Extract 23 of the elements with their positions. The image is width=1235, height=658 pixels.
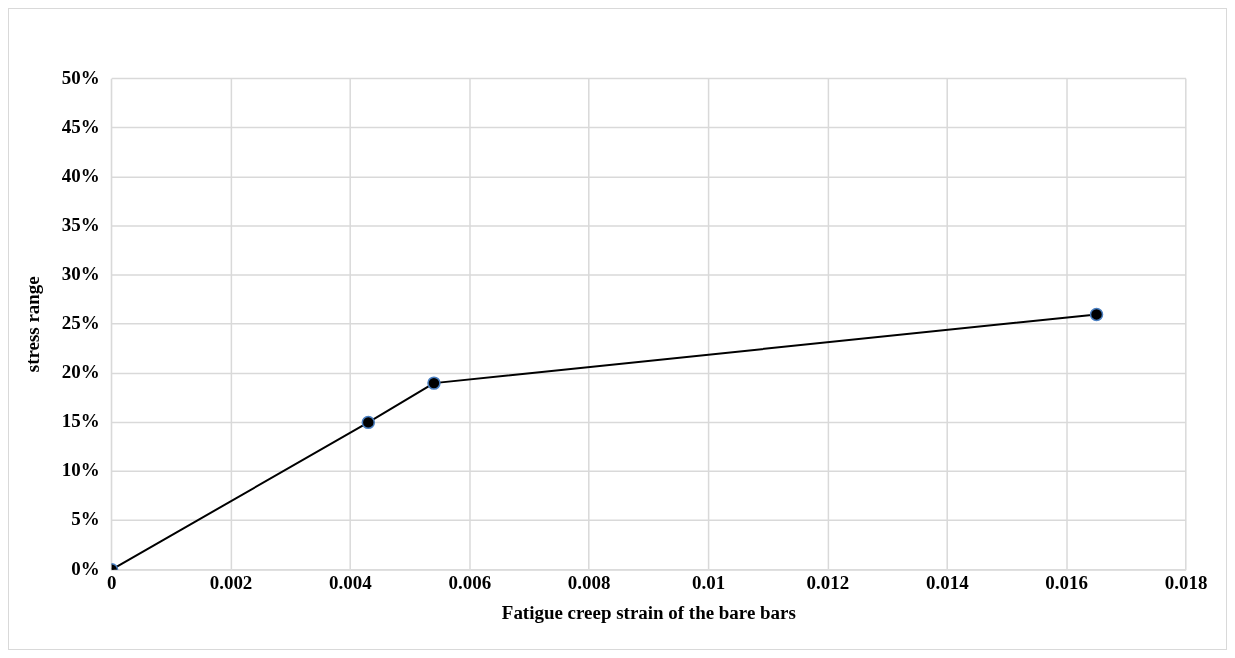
y-tick-label: 30% (61, 263, 100, 285)
y-axis-title: stress range (22, 276, 44, 373)
x-tick-label: 0.01 (691, 571, 726, 593)
x-tick-label: 0.006 (448, 571, 492, 593)
y-tick-label: 40% (61, 164, 100, 186)
y-tick-label: 50% (61, 66, 100, 88)
y-tick-label: 15% (61, 410, 100, 432)
x-tick-label: 0.016 (1045, 571, 1088, 593)
y-tick-label: 0% (71, 557, 100, 579)
x-tick-label: 0.004 (329, 571, 373, 593)
x-tick-label: 0.008 (567, 571, 611, 593)
x-tick-label: 0.002 (209, 571, 253, 593)
y-tick-label: 25% (61, 312, 100, 334)
y-tick-label: 10% (61, 459, 100, 481)
x-tick-label: 0.014 (925, 571, 970, 593)
y-tick-label: 35% (61, 213, 100, 235)
y-tick-label: 5% (71, 508, 100, 530)
y-tick-label: 45% (61, 115, 100, 137)
x-tick-label: 0.018 (1164, 571, 1208, 593)
x-tick-label: 0.012 (806, 571, 850, 593)
y-tick-label: 20% (61, 361, 100, 383)
x-axis-title: Fatigue creep strain of the bare bars (501, 601, 796, 623)
x-tick-label: 0 (106, 571, 117, 593)
